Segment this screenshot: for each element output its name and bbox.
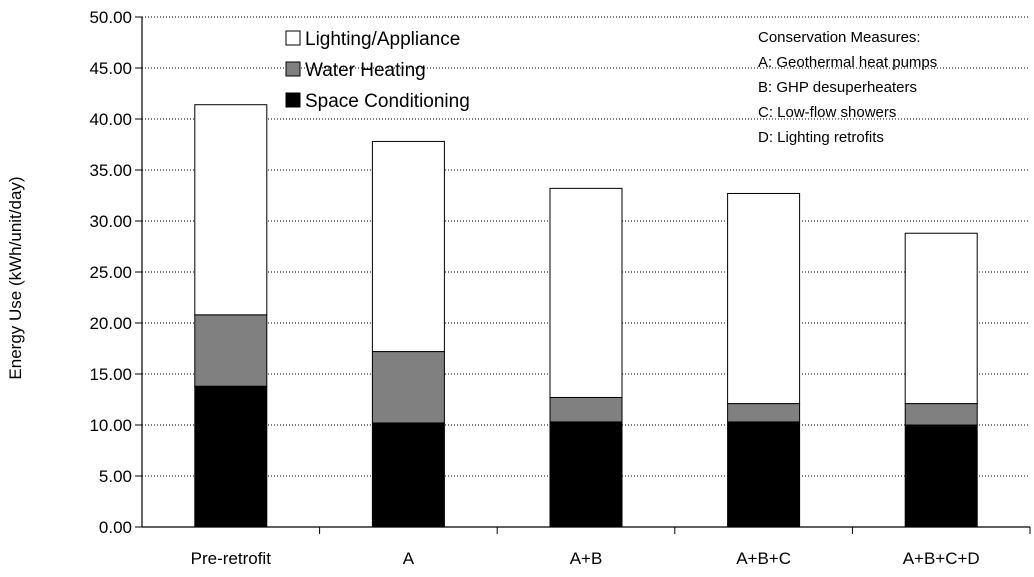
y-tick-label: 50.00 xyxy=(89,8,132,27)
annotation-line: Conservation Measures: xyxy=(758,29,921,46)
legend-swatch xyxy=(285,30,301,46)
legend-label: Space Conditioning xyxy=(305,91,470,112)
bar-segment-space-conditioning xyxy=(371,422,445,528)
bar-segment-space-conditioning xyxy=(194,385,268,528)
bar-segment-space-conditioning xyxy=(727,421,801,528)
bar-segment-water-heating xyxy=(371,351,445,424)
y-tick-label: 25.00 xyxy=(89,263,132,282)
bar-segment-lighting-appliance xyxy=(727,192,801,405)
y-tick-label: 30.00 xyxy=(89,212,132,231)
y-tick-label: 10.00 xyxy=(89,416,132,435)
x-category-labels: Pre-retrofit A A+B A+B+C A+B+C+D xyxy=(191,549,980,568)
bar-segment-water-heating xyxy=(727,403,801,423)
x-category-label: A+B+C xyxy=(736,549,791,568)
y-tick-labels: 0.00 5.00 10.00 15.00 20.00 25.00 30.00 35.00 40… xyxy=(89,8,132,537)
bar-segment-water-heating xyxy=(194,314,268,387)
x-category-label: A+B+C+D xyxy=(903,549,980,568)
y-tick-label: 15.00 xyxy=(89,365,132,384)
x-category-label: A+B xyxy=(570,549,603,568)
y-tick-label: 40.00 xyxy=(89,110,132,129)
y-axis-title: Energy Use (kWh/unit/day) xyxy=(6,176,25,379)
y-tick-label: 5.00 xyxy=(99,467,132,486)
bar-segment-water-heating xyxy=(904,403,978,426)
legend-swatch xyxy=(285,61,301,77)
y-tick-label: 20.00 xyxy=(89,314,132,333)
bar-segment-lighting-appliance xyxy=(549,187,623,398)
y-tick-label: 45.00 xyxy=(89,59,132,78)
bar-segment-lighting-appliance xyxy=(194,104,268,316)
legend-swatch xyxy=(285,92,301,108)
bar-segment-lighting-appliance xyxy=(904,232,978,405)
y-tick-label: 35.00 xyxy=(89,161,132,180)
bar-segment-lighting-appliance xyxy=(371,140,445,353)
x-category-label: A xyxy=(403,549,415,568)
annotation-line: A: Geothermal heat pumps xyxy=(758,54,937,71)
x-category-label: Pre-retrofit xyxy=(191,549,272,568)
conservation-measures-annotation: Conservation Measures: A: Geothermal heat… xyxy=(758,29,937,146)
bar-segment-water-heating xyxy=(549,396,623,423)
legend-label: Lighting/Appliance xyxy=(305,29,460,50)
y-tick-label: 0.00 xyxy=(99,518,132,537)
legend: Lighting/Appliance Water Heating Space Con… xyxy=(285,29,470,112)
bar-segment-space-conditioning xyxy=(549,421,623,528)
annotation-line: B: GHP desuperheaters xyxy=(758,79,917,96)
bars xyxy=(194,104,978,528)
legend-label: Water Heating xyxy=(305,60,426,81)
annotation-line: D: Lighting retrofits xyxy=(758,129,884,146)
bar-segment-space-conditioning xyxy=(904,424,978,528)
axes xyxy=(135,16,1031,534)
annotation-line: C: Low-flow showers xyxy=(758,104,896,121)
